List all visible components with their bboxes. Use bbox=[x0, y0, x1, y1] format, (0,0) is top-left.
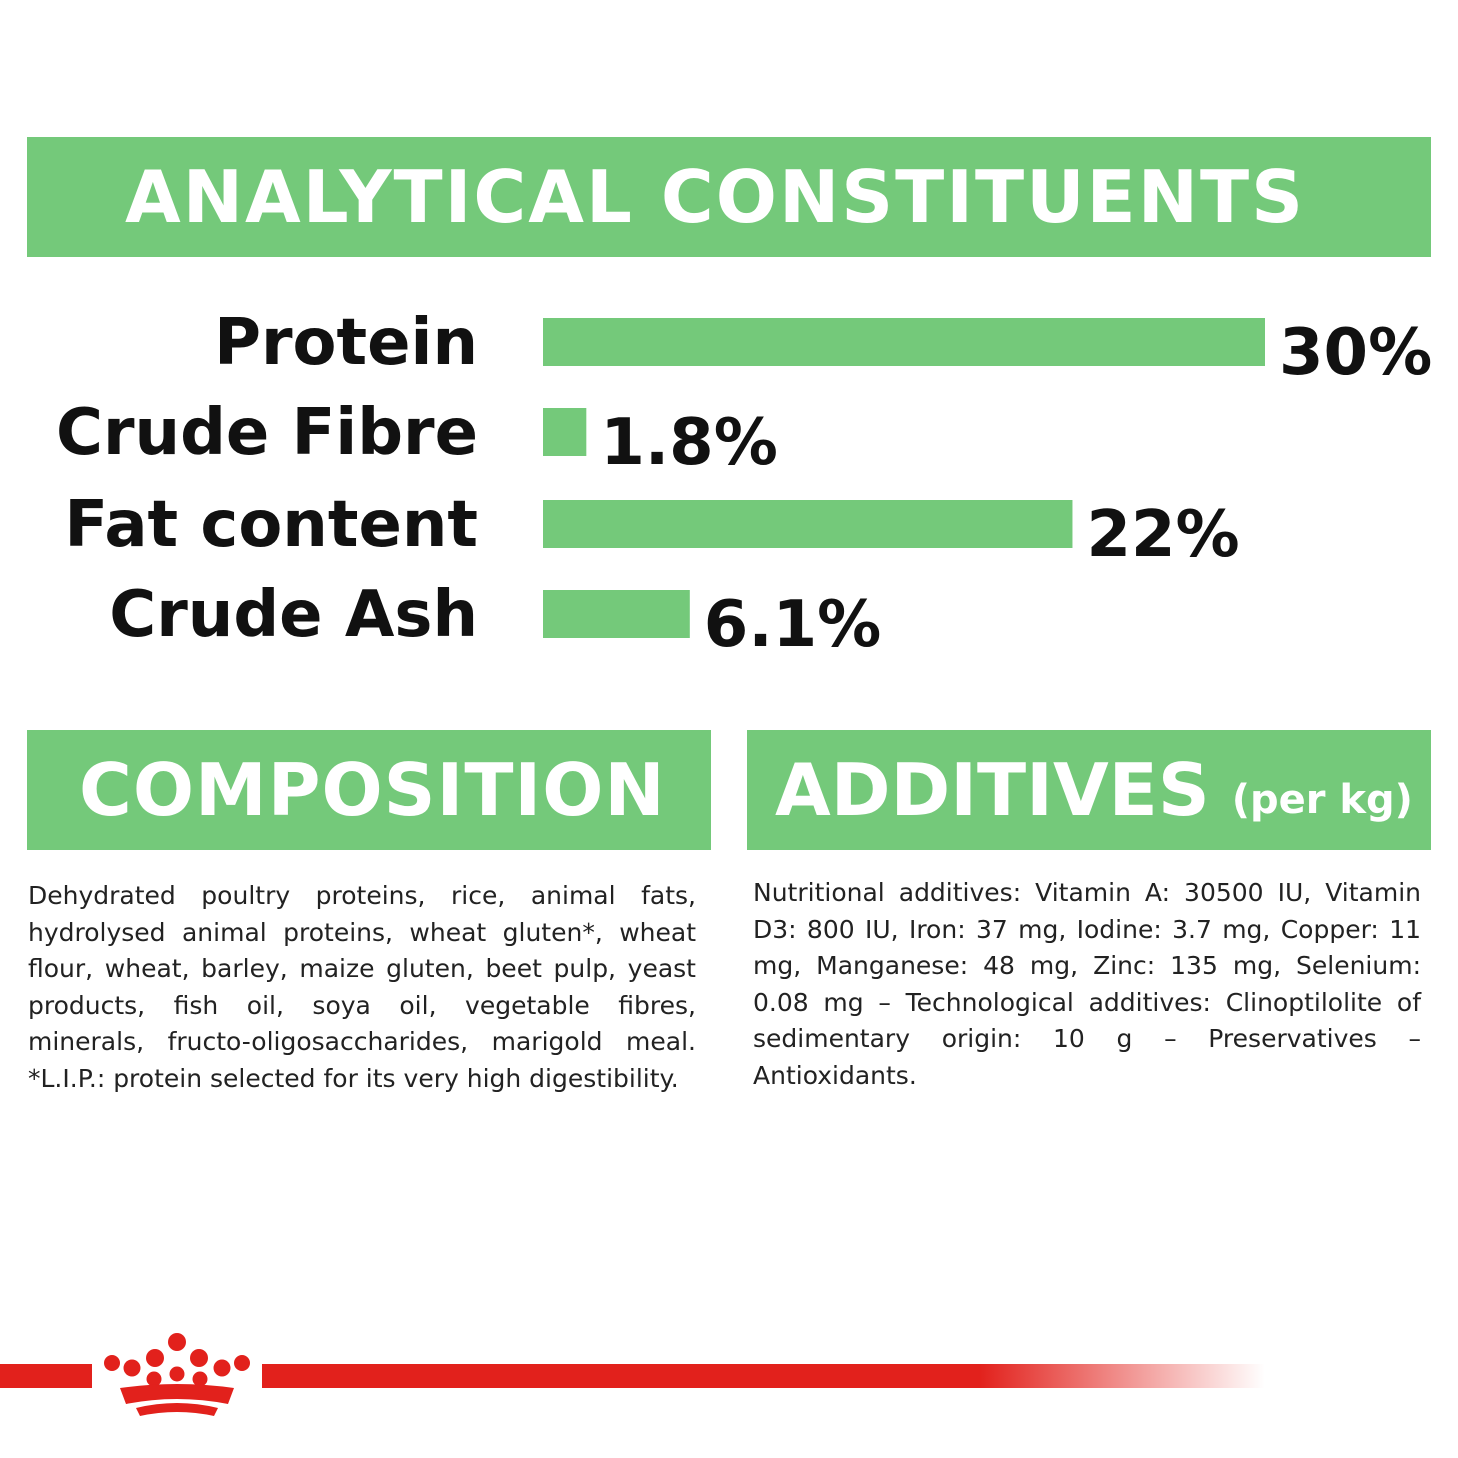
bar bbox=[543, 500, 1073, 548]
bar bbox=[543, 590, 690, 638]
bar-label: Fat content bbox=[64, 488, 478, 562]
additives-banner: ADDITIVES (per kg) bbox=[747, 730, 1431, 850]
analytical-constituents-banner: ANALYTICAL CONSTITUENTS bbox=[27, 137, 1431, 257]
bar bbox=[543, 408, 587, 456]
crown-logo-icon bbox=[92, 1330, 262, 1422]
bar-value-label: 6.1% bbox=[704, 588, 882, 660]
additives-per-kg-label: (per kg) bbox=[1231, 777, 1413, 823]
composition-title: COMPOSITION bbox=[79, 748, 666, 832]
bar-value-label: 1.8% bbox=[600, 406, 778, 480]
bar-label: Protein bbox=[214, 306, 478, 380]
analytical-constituents-title: ANALYTICAL CONSTITUENTS bbox=[125, 155, 1305, 239]
additives-title: ADDITIVES bbox=[775, 748, 1210, 832]
additives-text: Nutritional additives: Vitamin A: 30500 … bbox=[753, 878, 1421, 1090]
composition-banner: COMPOSITION bbox=[27, 730, 711, 850]
bar bbox=[543, 318, 1265, 366]
constituents-bar-chart: Protein 30% Crude Fibre 1.8% Fat content 22% C… bbox=[56, 306, 1432, 660]
bar-value-label: 30% bbox=[1279, 316, 1432, 390]
bar-label: Crude Ash bbox=[109, 578, 478, 652]
bar-value-label: 22% bbox=[1086, 498, 1239, 572]
composition-text: Dehydrated poultry proteins, rice, anima… bbox=[28, 881, 696, 1093]
bar-label: Crude Fibre bbox=[56, 396, 478, 470]
